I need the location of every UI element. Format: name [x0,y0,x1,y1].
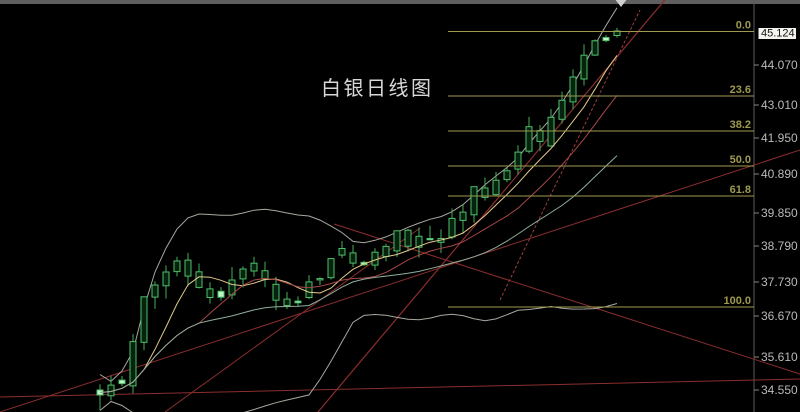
svg-text:0.0: 0.0 [736,20,751,32]
svg-text:白银日线图: 白银日线图 [321,77,434,100]
svg-text:39.850: 39.850 [761,206,798,220]
svg-text:43.010: 43.010 [761,98,798,112]
svg-text:38.790: 38.790 [761,239,798,253]
svg-text:50.0: 50.0 [730,154,751,166]
svg-text:100.0: 100.0 [723,295,751,307]
svg-text:40.890: 40.890 [761,167,798,181]
svg-text:35.610: 35.610 [761,350,798,364]
svg-text:61.8: 61.8 [730,184,751,196]
svg-text:23.6: 23.6 [730,84,751,96]
svg-text:37.730: 37.730 [761,275,798,289]
svg-text:36.670: 36.670 [761,309,798,323]
svg-text:45.124: 45.124 [761,28,795,40]
svg-text:34.550: 34.550 [761,383,798,397]
svg-text:44.070: 44.070 [761,58,798,72]
svg-text:41.950: 41.950 [761,131,798,145]
svg-text:38.2: 38.2 [730,119,751,131]
